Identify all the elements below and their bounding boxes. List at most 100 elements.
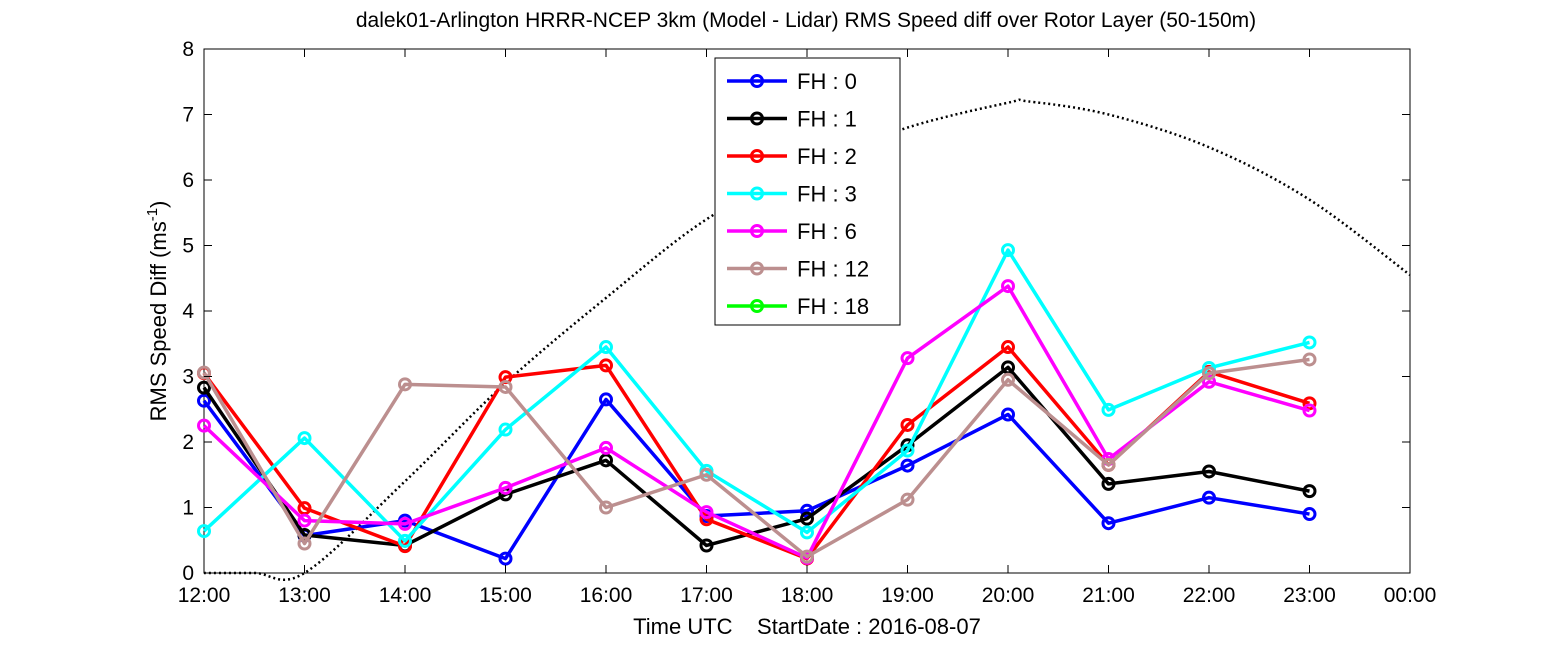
y-tick-label: 8 bbox=[182, 38, 194, 61]
chart-title: dalek01-Arlington HRRR-NCEP 3km (Model -… bbox=[356, 9, 1256, 32]
x-axis-label: Time UTC StartDate : 2016-08-07 bbox=[633, 614, 981, 639]
data-point bbox=[1001, 407, 1015, 422]
data-point bbox=[599, 440, 613, 455]
data-point bbox=[1001, 340, 1015, 355]
data-point bbox=[900, 458, 915, 473]
x-tick-label: 17:00 bbox=[680, 584, 733, 607]
series-line bbox=[202, 284, 1310, 560]
data-point bbox=[297, 431, 312, 446]
x-tick-label: 20:00 bbox=[982, 584, 1035, 607]
data-point bbox=[599, 500, 613, 515]
data-point bbox=[900, 351, 915, 366]
data-point bbox=[297, 513, 312, 528]
x-tick-label: 00:00 bbox=[1384, 584, 1437, 607]
y-tick-label: 7 bbox=[182, 104, 194, 127]
data-point bbox=[699, 538, 714, 553]
data-point bbox=[197, 418, 211, 433]
data-point bbox=[900, 417, 915, 432]
data-point bbox=[1302, 507, 1317, 522]
data-point bbox=[699, 505, 714, 520]
data-point bbox=[297, 536, 312, 551]
x-tick-label: 13:00 bbox=[278, 584, 331, 607]
data-point bbox=[1202, 366, 1216, 381]
y-tick-label: 1 bbox=[182, 497, 194, 520]
legend-swatch-marker bbox=[750, 74, 764, 88]
data-point bbox=[1101, 516, 1116, 531]
y-axis-label-close: ) bbox=[146, 201, 171, 208]
legend-box bbox=[714, 57, 901, 326]
x-tick-label: 18:00 bbox=[781, 584, 834, 607]
data-point bbox=[498, 379, 513, 394]
x-tick-label: 14:00 bbox=[379, 584, 432, 607]
data-point bbox=[599, 340, 613, 355]
legend: FH : 0 FH : 1 FH : 2 FH : 3 FH : 6 FH : 12 FH … bbox=[714, 57, 901, 326]
data-point bbox=[1302, 335, 1317, 350]
x-tick-label: 21:00 bbox=[1082, 584, 1135, 607]
y-axis-label: RMS Speed Diff (ms-1) bbox=[144, 201, 171, 422]
data-point bbox=[398, 377, 412, 392]
data-point bbox=[197, 393, 211, 408]
legend-entry: FH : 2 bbox=[797, 144, 857, 169]
y-tick-label: 3 bbox=[182, 366, 194, 389]
data-point bbox=[1101, 402, 1116, 417]
data-point bbox=[1302, 403, 1317, 418]
x-tick-label: 19:00 bbox=[881, 584, 934, 607]
legend-entry: FH : 0 bbox=[797, 69, 857, 94]
legend-swatch-marker bbox=[750, 299, 764, 313]
x-tick-label: 16:00 bbox=[580, 584, 633, 607]
data-point bbox=[398, 533, 412, 548]
x-tick-label: 22:00 bbox=[1183, 584, 1236, 607]
data-point bbox=[599, 358, 613, 373]
legend-swatch-marker bbox=[750, 149, 764, 163]
data-point bbox=[1101, 476, 1116, 491]
y-tick-label: 2 bbox=[182, 431, 194, 454]
data-point bbox=[398, 516, 412, 531]
series-line bbox=[202, 365, 1310, 548]
data-point bbox=[498, 480, 513, 495]
data-point bbox=[599, 392, 613, 407]
series-line bbox=[202, 357, 1310, 559]
data-point bbox=[900, 492, 915, 507]
data-point bbox=[1101, 457, 1116, 472]
legend-swatch-marker bbox=[750, 111, 764, 126]
data-point bbox=[1001, 243, 1015, 258]
data-point bbox=[1202, 374, 1216, 389]
data-point bbox=[197, 365, 211, 380]
legend-swatch-marker bbox=[750, 261, 764, 276]
y-axis-label-superscript: -1 bbox=[144, 208, 161, 221]
legend-swatch-marker bbox=[750, 186, 764, 201]
data-point bbox=[197, 524, 211, 539]
data-point bbox=[498, 422, 513, 437]
y-tick-label: 0 bbox=[182, 562, 194, 585]
data-point bbox=[498, 551, 513, 566]
data-point bbox=[1202, 464, 1216, 479]
y-axis-label-main: RMS Speed Diff (ms bbox=[146, 221, 171, 421]
data-point bbox=[1302, 352, 1317, 367]
series-group bbox=[197, 279, 1317, 565]
x-tick-label: 12:00 bbox=[178, 584, 231, 607]
data-point bbox=[1302, 484, 1317, 499]
x-tick-label: 15:00 bbox=[479, 584, 532, 607]
y-tick-label: 5 bbox=[182, 235, 194, 258]
y-tick-label: 4 bbox=[182, 300, 194, 323]
y-tick-label: 6 bbox=[182, 169, 194, 192]
legend-entry: FH : 3 bbox=[797, 182, 857, 207]
data-point bbox=[197, 380, 211, 395]
legend-swatch-marker bbox=[750, 224, 764, 238]
data-point bbox=[800, 525, 814, 540]
data-point bbox=[800, 503, 814, 518]
data-point bbox=[1001, 372, 1015, 387]
axis-layer: 12:00 13:00 14:00 15:00 16:00 17:00 18:00 19:00… bbox=[178, 38, 1437, 607]
data-point bbox=[900, 443, 915, 458]
legend-entry: FH : 1 bbox=[797, 107, 857, 132]
data-point bbox=[699, 467, 714, 482]
legend-entry: FH : 6 bbox=[797, 219, 857, 244]
data-point bbox=[1202, 490, 1216, 505]
legend-entry: FH : 18 bbox=[797, 294, 869, 319]
legend-entry: FH : 12 bbox=[797, 257, 869, 282]
series-layer bbox=[197, 243, 1317, 566]
data-point bbox=[800, 511, 814, 526]
x-tick-label: 23:00 bbox=[1283, 584, 1336, 607]
data-point bbox=[1001, 279, 1015, 294]
